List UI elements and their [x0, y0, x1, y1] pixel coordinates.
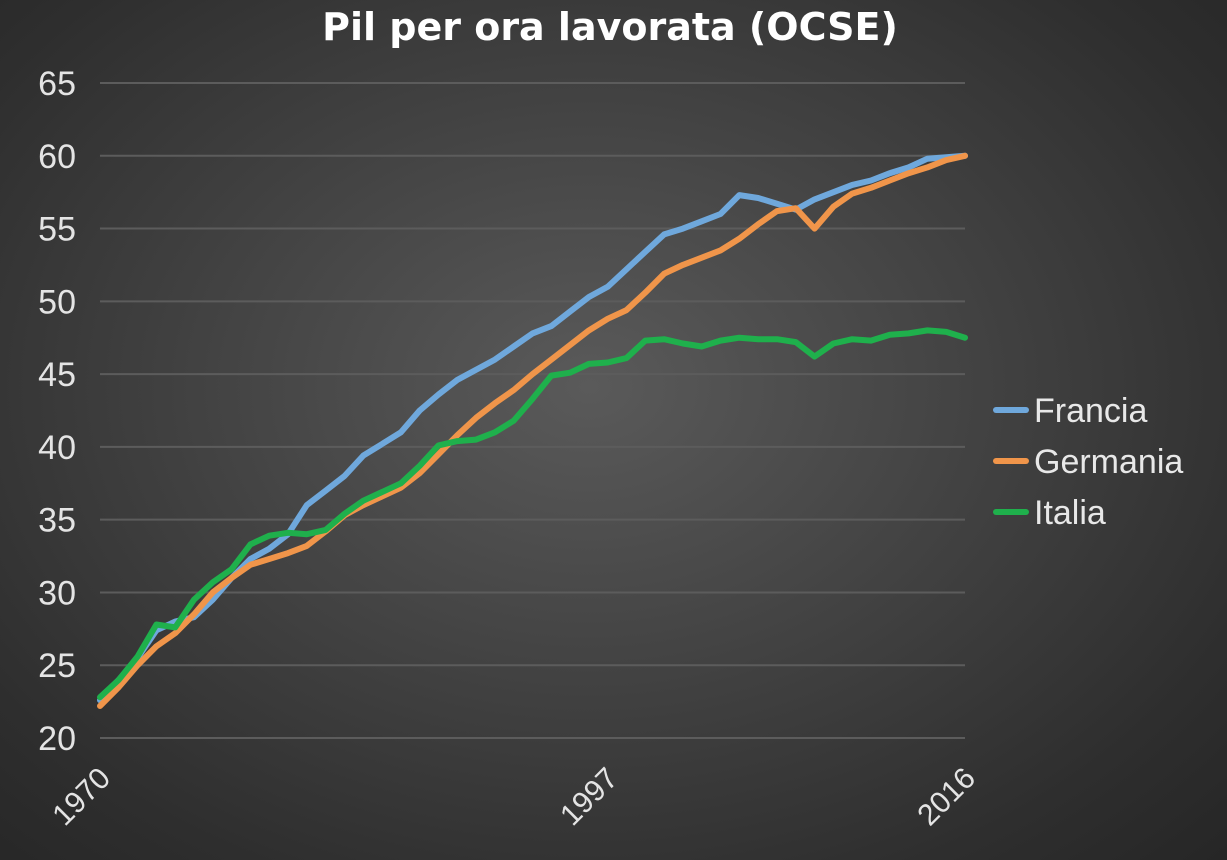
chart-title: Pil per ora lavorata (OCSE)	[322, 5, 898, 49]
y-tick-label: 35	[38, 502, 76, 540]
legend-label-germania: Germania	[1034, 443, 1183, 481]
y-tick-label: 25	[38, 647, 76, 685]
x-tick-label: 2016	[911, 762, 982, 833]
series-line-italia	[97, 327, 968, 701]
y-tick-label: 40	[38, 429, 76, 467]
y-tick-label: 45	[38, 356, 76, 394]
x-axis-tick-labels: 1970 1997 2016	[46, 762, 982, 833]
legend-label-francia: Francia	[1034, 392, 1147, 430]
y-tick-label: 65	[38, 65, 76, 103]
x-tick-label: 1997	[554, 762, 625, 833]
y-tick-label: 50	[38, 283, 76, 321]
gridlines	[100, 82, 965, 739]
series-line-francia	[97, 152, 968, 704]
y-axis-tick-labels: 20 25 30 35 40 45 50 55 60 65	[38, 65, 76, 758]
series-lines	[97, 152, 968, 709]
series-line-germania	[97, 152, 968, 709]
legend: Francia Germania Italia	[993, 392, 1183, 532]
y-tick-label: 20	[38, 720, 76, 758]
y-tick-label: 55	[38, 211, 76, 249]
y-tick-label: 60	[38, 138, 76, 176]
x-tick-label: 1970	[46, 762, 117, 833]
y-tick-label: 30	[38, 574, 76, 612]
legend-label-italia: Italia	[1034, 494, 1106, 532]
